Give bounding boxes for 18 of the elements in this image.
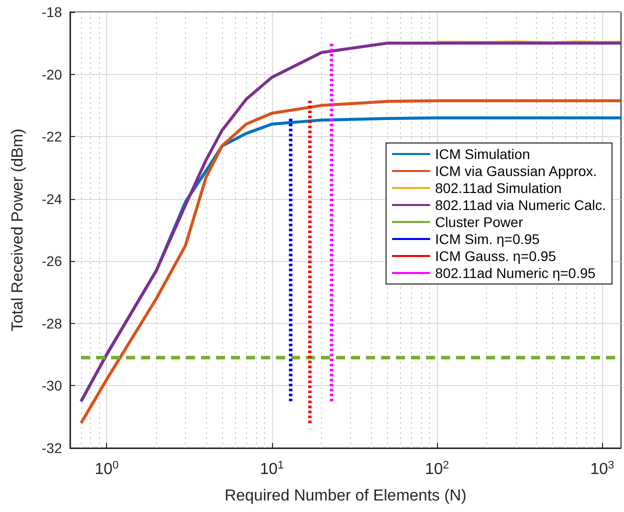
- y-tick-label: -18: [42, 4, 62, 20]
- legend-label: ICM Sim. η=0.95: [435, 231, 540, 247]
- y-tick-label: -20: [42, 66, 62, 82]
- y-tick-label: -24: [42, 190, 62, 207]
- legend-label: Cluster Power: [435, 214, 524, 230]
- y-tick-label: -30: [42, 378, 62, 394]
- legend-label: 802.11ad Simulation: [435, 180, 562, 196]
- y-axis-title: Total Received Power (dBm): [10, 128, 26, 332]
- legend-label: ICM via Gaussian Approx.: [435, 163, 597, 179]
- y-tick-label: -28: [42, 315, 62, 332]
- legend-label: ICM Gauss. η=0.95: [435, 248, 556, 264]
- x-axis-title: Required Number of Elements (N): [224, 488, 466, 504]
- legend-label: 802.11ad via Numeric Calc.: [435, 197, 606, 213]
- y-tick-label: -22: [42, 128, 62, 145]
- y-tick-label: -26: [42, 253, 62, 270]
- legend-label: 802.11ad Numeric η=0.95: [435, 265, 596, 281]
- y-tick-label: -32: [42, 440, 62, 456]
- legend-label: ICM Simulation: [435, 146, 530, 162]
